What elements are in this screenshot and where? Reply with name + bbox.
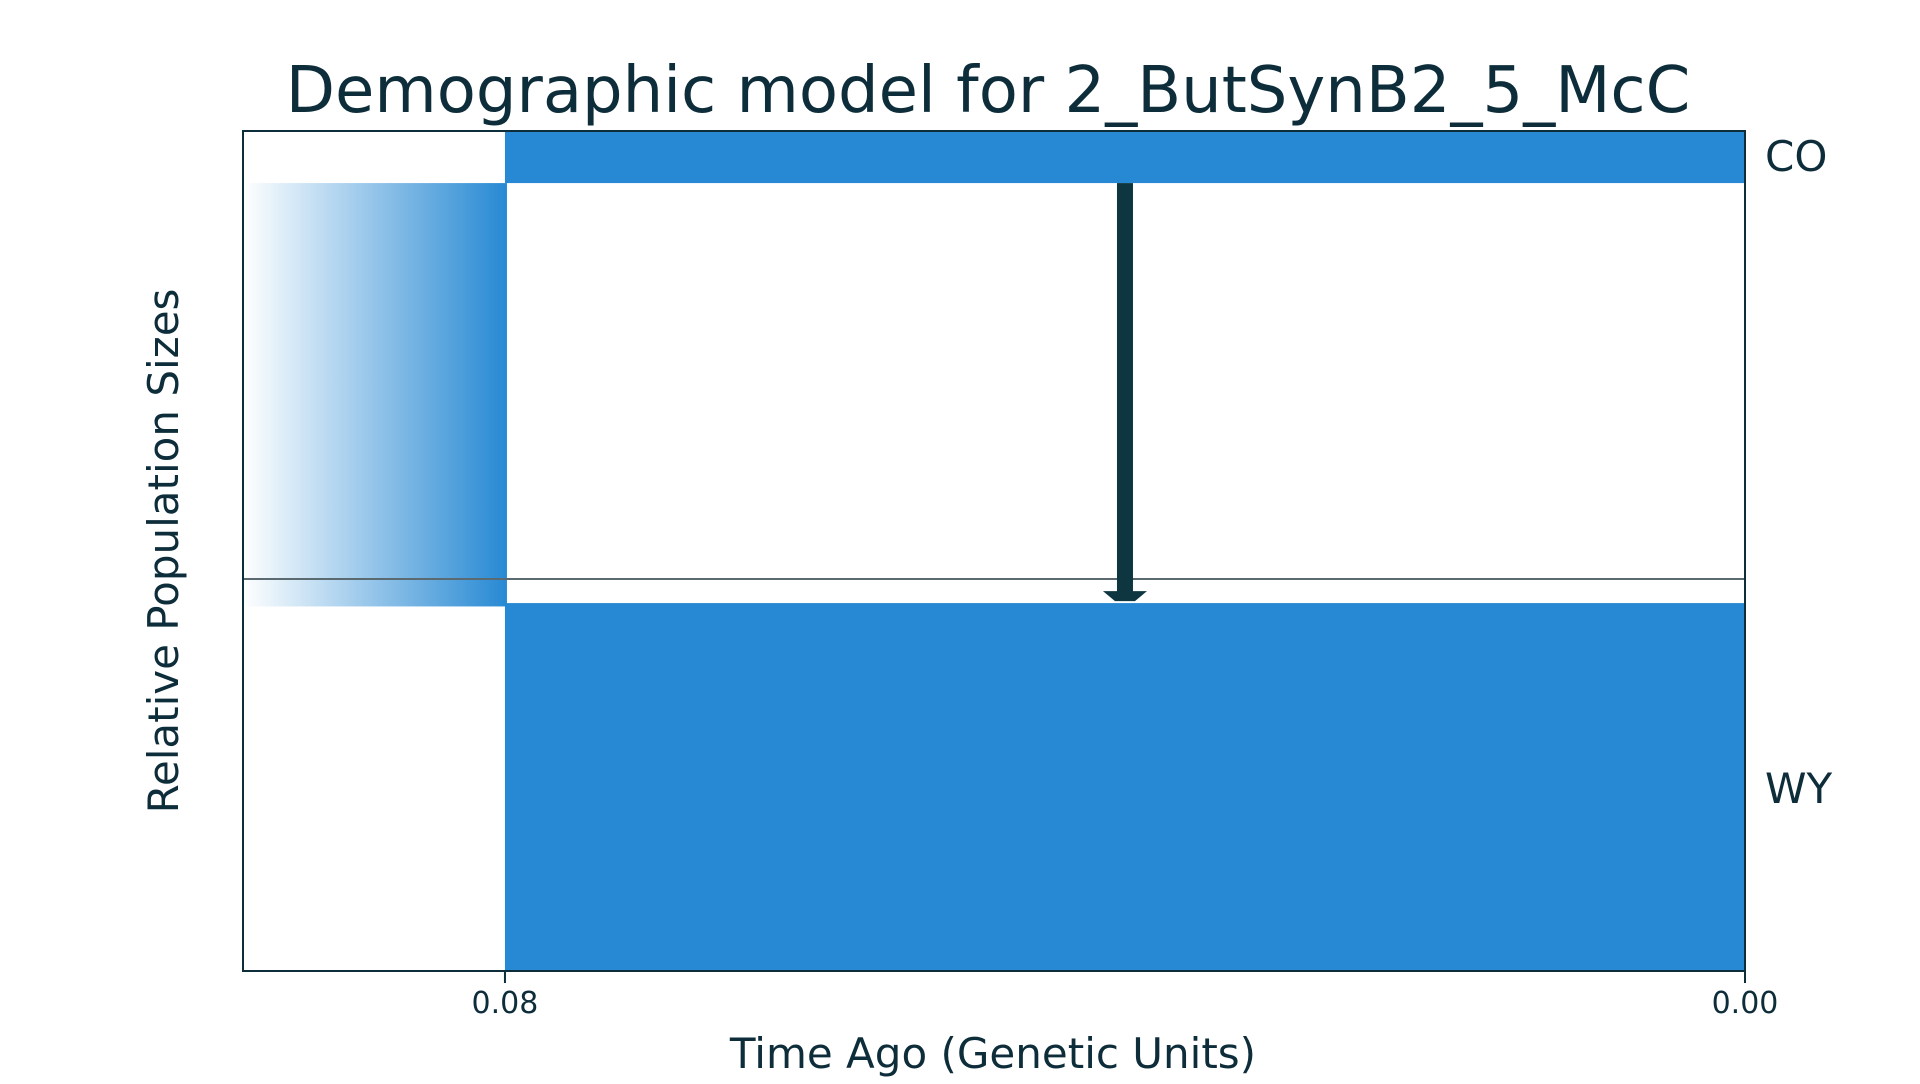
population-label-wy: WY: [1765, 764, 1833, 813]
population-label-co: CO: [1765, 132, 1827, 181]
x-tick-label: 0.00: [1712, 986, 1779, 1021]
population-bar-wy: [504, 603, 1745, 971]
plot-frame: [242, 130, 1746, 972]
y-axis-label: Relative Population Sizes: [139, 289, 188, 814]
x-tick-label: 0.08: [472, 986, 539, 1021]
population-bar-co: [504, 131, 1745, 184]
plot-area: [243, 131, 1745, 971]
ancestral-population-bar: [243, 183, 507, 607]
migration-arrow-shaft: [1116, 183, 1133, 594]
chart-title: Demographic model for 2_ButSynB2_5_McC: [286, 54, 1691, 128]
x-axis-label: Time Ago (Genetic Units): [729, 1029, 1256, 1078]
x-axis-ticks: 0.08 0.00: [472, 971, 1779, 1021]
population-labels: CO WY: [1765, 132, 1833, 813]
migration-arrow-head: [1102, 591, 1147, 602]
migration-arrow-co-to-wy: [1102, 183, 1147, 602]
